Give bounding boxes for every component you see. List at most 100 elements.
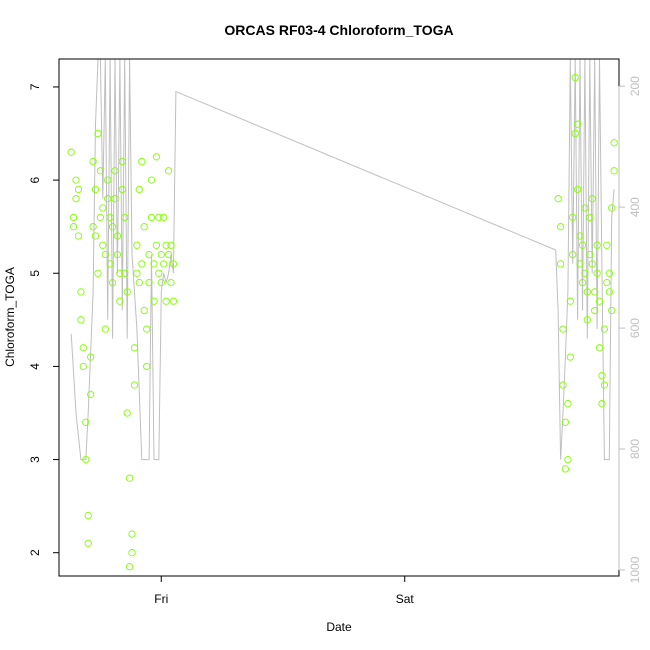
data-point (79, 344, 87, 352)
right-tick-label: 1000 (628, 556, 642, 583)
data-point (155, 213, 163, 222)
data-point (593, 241, 601, 249)
data-point (87, 353, 95, 361)
data-point (150, 260, 158, 268)
data-point (89, 157, 97, 166)
data-point (123, 409, 131, 417)
data-point (578, 278, 587, 287)
data-point (581, 204, 589, 212)
data-point (99, 241, 107, 249)
data-point (564, 400, 572, 408)
data-point (583, 316, 591, 324)
data-point (569, 250, 577, 259)
data-point (581, 269, 589, 277)
data-point (588, 260, 596, 268)
data-point (157, 278, 165, 287)
data-point (96, 213, 105, 222)
data-point (573, 185, 582, 194)
data-point (135, 278, 143, 287)
data-point (600, 325, 609, 333)
data-point (169, 297, 178, 305)
data-point (169, 260, 178, 268)
data-point (113, 250, 122, 259)
x-axis-label: Date (326, 620, 352, 634)
data-point (167, 241, 175, 249)
data-point (559, 381, 567, 389)
data-point (561, 418, 570, 426)
data-point (72, 195, 80, 203)
data-point (140, 223, 148, 231)
data-point (130, 381, 139, 389)
data-point (164, 167, 173, 175)
data-point (121, 213, 129, 222)
data-point (106, 260, 114, 268)
data-point (99, 204, 107, 212)
data-point (82, 418, 90, 426)
data-point (164, 250, 173, 259)
data-point (571, 73, 579, 82)
data-point (143, 362, 151, 371)
data-point (561, 465, 570, 473)
data-point (125, 474, 134, 482)
right-tick-label: 800 (628, 439, 642, 459)
plot-marks (67, 59, 618, 571)
data-point (593, 269, 601, 277)
data-point (150, 297, 158, 305)
data-point (598, 400, 606, 408)
y-tick-label: 5 (28, 270, 42, 277)
data-point (128, 549, 136, 557)
data-point (598, 372, 606, 380)
data-point (79, 362, 87, 371)
data-point (69, 223, 78, 231)
data-point (77, 288, 85, 296)
data-point (603, 241, 611, 249)
data-point (155, 269, 163, 277)
data-point (586, 250, 594, 259)
y-tick-label: 2 (28, 549, 42, 556)
data-point (74, 185, 83, 194)
data-point (108, 278, 117, 287)
data-point (608, 306, 616, 315)
y-tick-label: 4 (28, 363, 42, 370)
data-point (133, 269, 141, 277)
data-point (94, 269, 102, 277)
data-point (571, 129, 579, 138)
data-point (145, 250, 153, 259)
data-point (610, 167, 618, 175)
data-point (162, 297, 170, 305)
data-point (160, 260, 168, 268)
data-point (610, 139, 618, 147)
data-point (140, 306, 148, 315)
data-point (77, 316, 85, 324)
data-point (121, 269, 129, 277)
data-point (147, 213, 156, 222)
data-point (157, 250, 165, 259)
data-point (106, 213, 114, 222)
data-point (556, 260, 565, 268)
data-point (605, 269, 613, 277)
data-point (152, 241, 161, 249)
data-point (583, 288, 591, 296)
data-point (576, 260, 584, 268)
data-point (608, 204, 616, 212)
data-point (138, 260, 146, 268)
plot-frame (58, 58, 620, 577)
data-point (84, 511, 92, 520)
data-point (91, 185, 100, 194)
data-point (74, 232, 83, 240)
y-axis-label: Chloroform_TOGA (3, 267, 17, 367)
data-point (113, 232, 122, 240)
data-point (67, 148, 75, 156)
series-line (70, 59, 615, 461)
data-point (605, 288, 613, 296)
data-point (559, 325, 567, 333)
data-point (130, 344, 139, 352)
data-point (91, 232, 100, 240)
data-point (586, 213, 594, 222)
data-point (573, 120, 582, 128)
x-tick-label: Sat (396, 592, 415, 606)
data-point (566, 297, 574, 305)
x-tick-label: Fri (154, 592, 168, 606)
data-point (564, 455, 572, 464)
